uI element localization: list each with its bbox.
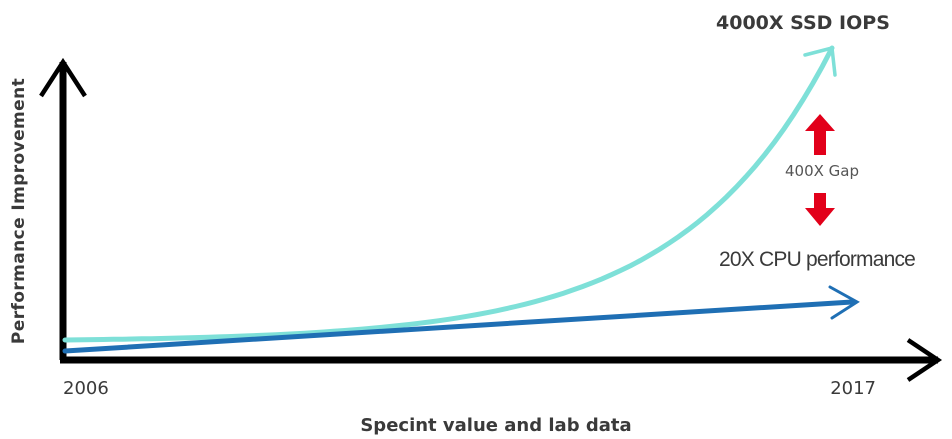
x-tick-end: 2017	[830, 378, 876, 399]
gap-arrow-up-icon	[805, 114, 835, 155]
ssd-iops-arrowhead	[803, 46, 837, 77]
cpu-performance-line	[62, 299, 855, 354]
series-ssd-iops: 4000X SSD IOPS	[62, 12, 890, 343]
cpu-performance-arrowhead	[828, 285, 860, 320]
x-axis-arrowhead	[906, 338, 943, 382]
ssd-iops-label: 4000X SSD IOPS	[716, 12, 890, 34]
y-axis-label: Performance Improvement	[9, 78, 29, 344]
y-axis-arrowhead	[39, 57, 87, 98]
gap-arrow-down-icon	[805, 193, 835, 226]
x-tick-start: 2006	[63, 378, 109, 399]
axes	[39, 57, 943, 382]
ssd-iops-line	[62, 45, 835, 343]
series-cpu-performance: 20X CPU performance	[62, 248, 916, 354]
x-axis-label: Specint value and lab data	[360, 415, 631, 436]
gap-annotation: 400X Gap	[785, 114, 859, 226]
cpu-performance-label: 20X CPU performance	[719, 248, 915, 271]
gap-label: 400X Gap	[785, 162, 859, 180]
